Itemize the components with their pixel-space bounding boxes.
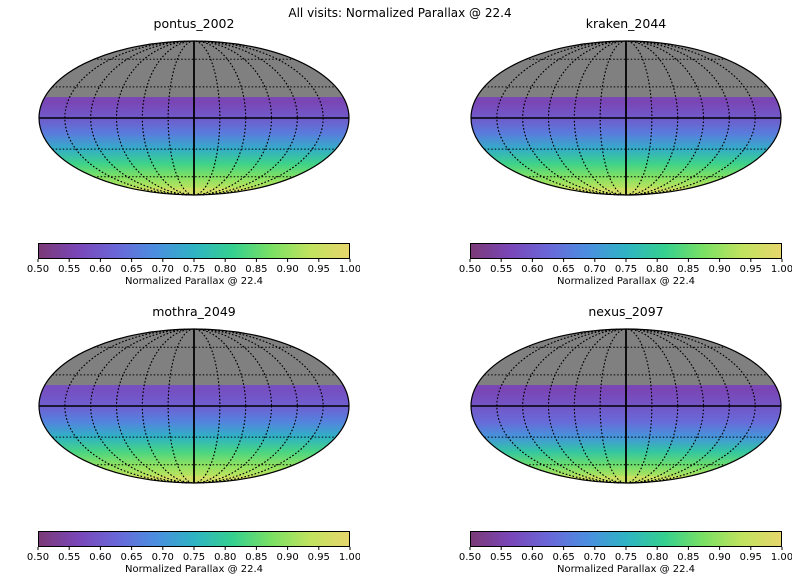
colorbar-tick-label: 0.60	[89, 552, 111, 563]
colorbar-tick-label: 0.80	[214, 264, 236, 275]
map-outline	[38, 40, 350, 196]
colorbar-tick-label: 0.95	[308, 264, 330, 275]
colorbar-tick-label: 0.60	[89, 264, 111, 275]
colorbar-tick-label: 0.60	[521, 264, 543, 275]
colorbar-tick-label: 0.70	[152, 552, 174, 563]
colorbar	[38, 531, 350, 547]
colorbar-tick-label: 0.65	[120, 264, 142, 275]
colorbar-tick-label: 1.00	[771, 264, 792, 275]
colorbar-tick-label: 1.00	[339, 552, 360, 563]
colorbar-tick-label: 0.90	[708, 552, 730, 563]
colorbar-tick-label: 0.80	[214, 552, 236, 563]
colorbar-tick-label: 0.65	[552, 552, 574, 563]
map-panel: kraken_2044 0.50 0.55 0.60 0.65 0.70 0.75 0.80 0…	[432, 0, 792, 287]
map-panel: nexus_2097 0.50 0.55 0.60 0.65 0.70 0.75 0.80 0.…	[432, 288, 792, 575]
colorbar-label: Normalized Parallax @ 22.4	[556, 564, 696, 575]
colorbar-tick-label: 0.90	[708, 264, 730, 275]
panel-title: kraken_2044	[585, 16, 667, 31]
map-outline	[470, 328, 782, 484]
colorbar-tick-label: 0.75	[183, 264, 205, 275]
colorbar-tick-label: 0.55	[490, 552, 512, 563]
colorbar-tick-label: 0.65	[120, 552, 142, 563]
colorbar-tick-label: 0.95	[740, 264, 762, 275]
sky-map	[470, 328, 782, 484]
colorbar-tick-label: 0.85	[245, 552, 267, 563]
sky-map	[470, 40, 782, 196]
colorbar-label: Normalized Parallax @ 22.4	[124, 276, 264, 287]
colorbar-tick-label: 1.00	[771, 552, 792, 563]
colorbar-tick-label: 0.50	[27, 264, 49, 275]
colorbar-tick-label: 0.55	[58, 552, 80, 563]
colorbar-label: Normalized Parallax @ 22.4	[124, 564, 264, 575]
figure-title: All visits: Normalized Parallax @ 22.4	[288, 6, 512, 20]
colorbar-tick-label: 0.85	[245, 264, 267, 275]
colorbar-tick-label: 0.85	[677, 552, 699, 563]
colorbar-tick-label: 0.85	[677, 264, 699, 275]
map-outline	[470, 40, 782, 196]
colorbar-tick-label: 0.55	[490, 264, 512, 275]
colorbar-tick-label: 0.70	[152, 264, 174, 275]
map-panel: pontus_2002 0.50 0.55 0.60 0.65 0.70 0.75 0.80 0…	[0, 0, 360, 287]
panel-title: pontus_2002	[153, 16, 235, 31]
colorbar-tick-label: 0.55	[58, 264, 80, 275]
colorbar-tick-label: 0.75	[183, 552, 205, 563]
colorbar-tick-label: 1.00	[339, 264, 360, 275]
sky-map	[38, 40, 350, 196]
colorbar	[470, 243, 782, 259]
colorbar-label: Normalized Parallax @ 22.4	[556, 276, 696, 287]
colorbar-tick-label: 0.50	[459, 552, 481, 563]
colorbar-tick-label: 0.75	[615, 552, 637, 563]
colorbar-tick-label: 0.80	[646, 552, 668, 563]
colorbar-tick-label: 0.50	[459, 264, 481, 275]
colorbar-tick-label: 0.95	[740, 552, 762, 563]
colorbar-tick-label: 0.50	[27, 552, 49, 563]
colorbar-tick-label: 0.95	[308, 552, 330, 563]
colorbar-tick-label: 0.75	[615, 264, 637, 275]
colorbar-tick-label: 0.65	[552, 264, 574, 275]
colorbar-tick-label: 0.60	[521, 552, 543, 563]
sky-map	[38, 328, 350, 484]
colorbar-tick-label: 0.80	[646, 264, 668, 275]
panel-title: nexus_2097	[588, 304, 664, 319]
colorbar-tick-label: 0.90	[276, 264, 298, 275]
panel-title: mothra_2049	[152, 304, 236, 319]
map-panel: mothra_2049 0.50 0.55 0.60 0.65 0.70 0.75 0.80 0…	[0, 288, 360, 575]
colorbar-tick-label: 0.70	[584, 264, 606, 275]
colorbar-tick-label: 0.70	[584, 552, 606, 563]
map-outline	[38, 328, 350, 484]
colorbar	[38, 243, 350, 259]
colorbar	[470, 531, 782, 547]
colorbar-tick-label: 0.90	[276, 552, 298, 563]
